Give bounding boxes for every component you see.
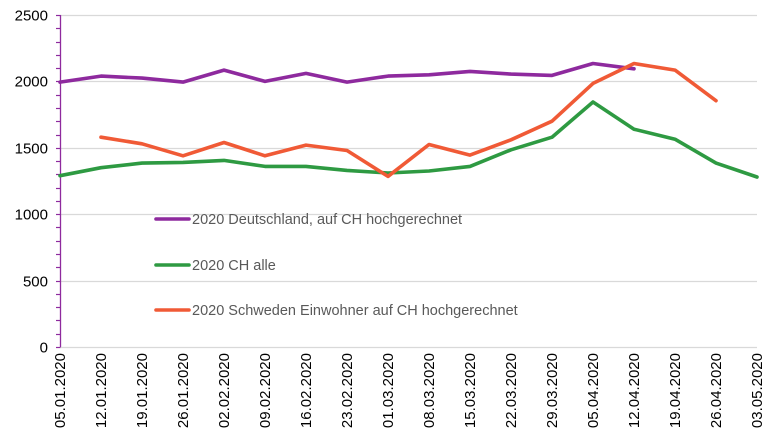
x-tick-label: 19.01.2020 [134,353,151,428]
x-tick-label: 26.04.2020 [708,353,725,428]
x-tick-label: 02.02.2020 [216,353,233,428]
legend-item: 2020 CH alle [154,258,276,274]
x-tick-label: 23.02.2020 [339,353,356,428]
y-axis: 0 500 1000 1500 2000 2500 [15,8,62,357]
x-tick-label: 03.05.2020 [749,353,766,428]
x-tick-label: 05.01.2020 [52,353,69,428]
series-lines [58,61,759,179]
x-tick-label: 05.04.2020 [585,353,602,428]
y-tick-label: 1500 [15,141,48,158]
series-line [58,61,636,84]
y-tick-label: 2500 [15,8,48,25]
series-line [99,61,718,179]
x-tick-label: 12.01.2020 [93,353,110,428]
series-2 [99,61,718,179]
series-0 [58,61,636,84]
legend-item: 2020 Deutschland, auf CH hochgerechnet [154,212,462,228]
x-tick-label: 15.03.2020 [462,353,479,428]
y-tick-label: 2000 [15,74,48,91]
x-tick-label: 09.02.2020 [257,353,274,428]
x-tick-label: 08.03.2020 [421,353,438,428]
x-axis: 05.01.2020 12.01.2020 19.01.2020 26.01.2020… [52,353,766,428]
legend-label: 2020 CH alle [192,258,276,274]
x-tick-label: 26.01.2020 [175,353,192,428]
x-tick-label: 12.04.2020 [626,353,643,428]
x-tick-label: 19.04.2020 [667,353,684,428]
x-tick-label: 29.03.2020 [544,353,561,428]
legend-item: 2020 Schweden Einwohner auf CH hochgerec… [154,303,518,319]
series-line [58,100,759,179]
x-tick-label: 16.02.2020 [298,353,315,428]
legend: 2020 Deutschland, auf CH hochgerechnet 20… [154,212,518,319]
legend-label: 2020 Schweden Einwohner auf CH hochgerec… [192,303,518,319]
x-tick-label: 22.03.2020 [503,353,520,428]
y-tick-label: 1000 [15,207,48,224]
legend-label: 2020 Deutschland, auf CH hochgerechnet [192,212,462,228]
x-tick-label: 01.03.2020 [380,353,397,428]
y-tick-label: 500 [23,274,48,291]
y-tick-label: 0 [40,340,48,357]
series-1 [58,100,759,179]
